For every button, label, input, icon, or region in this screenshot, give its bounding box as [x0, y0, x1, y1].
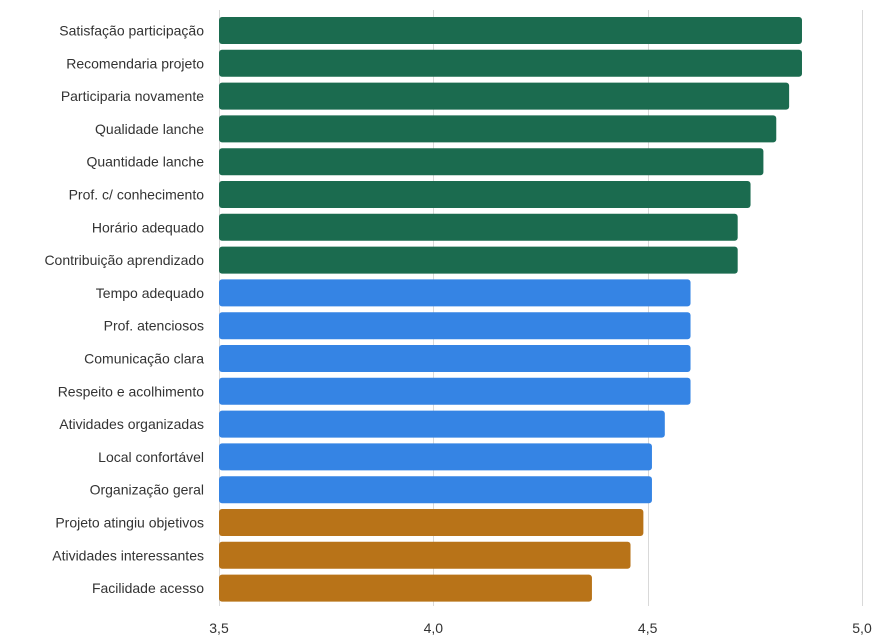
category-label: Prof. atenciosos [104, 318, 204, 334]
bar [219, 574, 592, 602]
bar [219, 345, 691, 372]
category-label: Quantidade lanche [86, 154, 204, 170]
bar [219, 410, 665, 438]
category-labels: Satisfação participação Recomendaria proj… [44, 23, 204, 597]
category-label: Prof. c/ conhecimento [69, 187, 205, 203]
bar [219, 509, 644, 536]
category-label: Atividades organizadas [59, 416, 204, 432]
bar [219, 148, 764, 176]
bar [219, 541, 631, 569]
bar [219, 377, 691, 405]
bar [219, 82, 790, 110]
category-label: Respeito e acolhimento [58, 383, 205, 399]
bar [219, 246, 738, 274]
x-tick-label: 4,0 [424, 620, 444, 636]
category-label: Satisfação participação [59, 23, 204, 39]
bar [219, 312, 691, 340]
bar [219, 443, 652, 471]
bar [219, 213, 738, 241]
category-label: Participaria novamente [61, 88, 204, 104]
category-label: Comunicação clara [84, 351, 204, 367]
x-tick-label: 4,5 [638, 620, 658, 636]
category-label: Organização geral [90, 482, 204, 498]
bar [219, 476, 652, 504]
category-label: Contribuição aprendizado [44, 252, 204, 268]
bar [219, 279, 691, 307]
category-label: Qualidade lanche [95, 121, 204, 137]
bar [219, 115, 777, 143]
bars [219, 17, 802, 602]
bar [219, 181, 751, 208]
category-label: Projeto atingiu objetivos [55, 515, 204, 531]
category-label: Facilidade acesso [92, 580, 204, 596]
bar [219, 49, 802, 77]
category-label: Recomendaria projeto [66, 55, 204, 71]
category-label: Tempo adequado [96, 285, 204, 301]
x-tick-label: 3,5 [209, 620, 229, 636]
category-label: Atividades interessantes [52, 547, 204, 563]
bar [219, 17, 802, 44]
category-label: Horário adequado [92, 219, 204, 235]
x-tick-label: 5,0 [852, 620, 872, 636]
category-label: Local confortável [98, 449, 204, 465]
x-axis-ticks: 3,5 4,0 4,5 5,0 [209, 620, 872, 636]
